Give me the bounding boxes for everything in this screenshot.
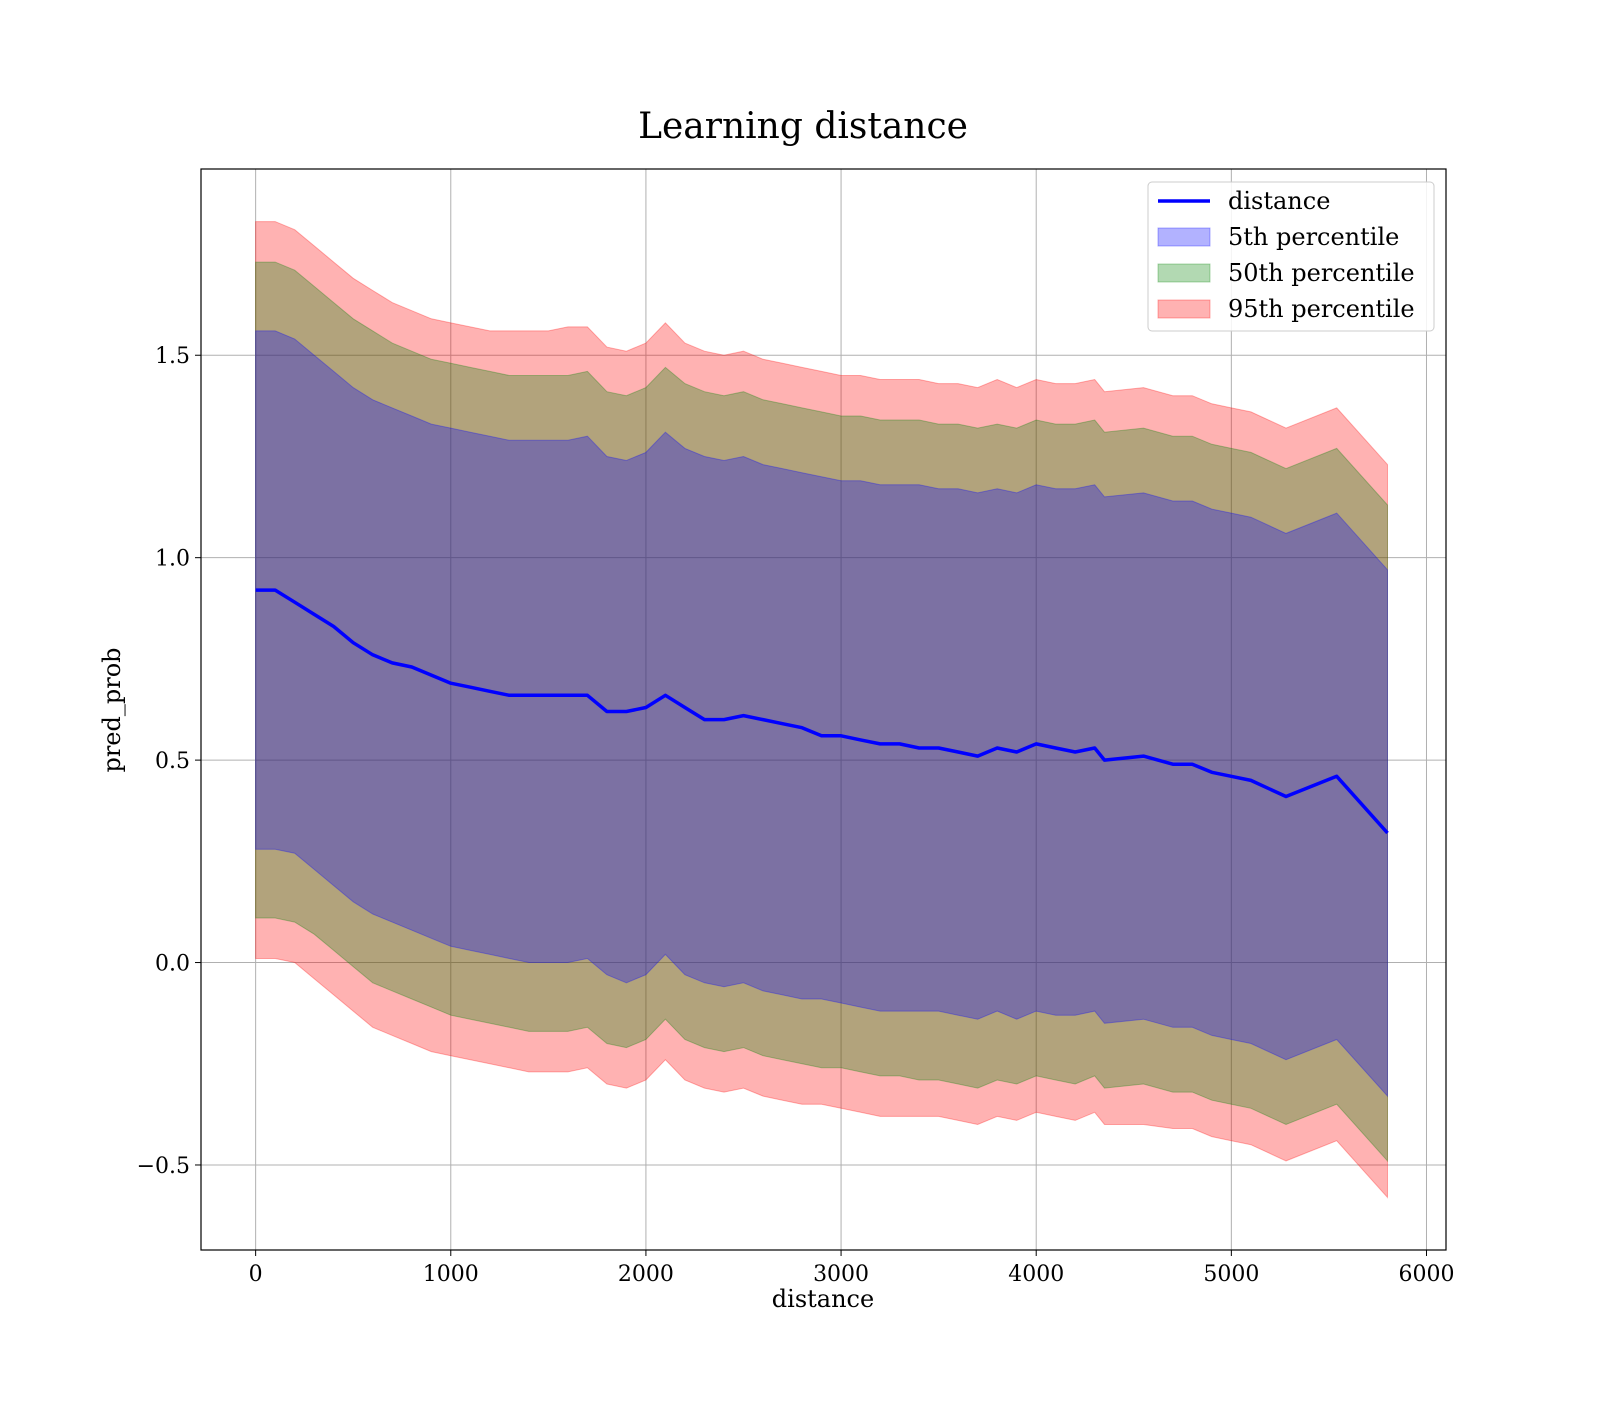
legend-swatch-50th-percentile (1157, 263, 1211, 283)
x-tick-label: 1000 (423, 1262, 479, 1287)
legend-frame (1147, 181, 1435, 332)
x-tick-label: 6000 (1398, 1262, 1454, 1287)
y-tick-label: 1.5 (155, 344, 190, 369)
legend-label-distance: distance (1228, 187, 1330, 215)
tick-layer: 0 1000 2000 3000 4000 5000 6000 −0.5 0.0 0.5 1.0 1.… (137, 344, 1455, 1287)
line-distance (255, 588, 1389, 835)
legend-label-95th-percentile: 95th percentile (1228, 295, 1415, 323)
band-95th-percentile (255, 221, 1388, 1199)
band-50th-percentile (255, 261, 1388, 1163)
y-tick-label: 0.0 (155, 952, 190, 977)
x-tick-label: 5000 (1203, 1262, 1259, 1287)
y-tick-label: 0.5 (155, 749, 190, 774)
legend-label-50th-percentile: 50th percentile (1228, 259, 1415, 287)
x-tick-label: 2000 (618, 1262, 674, 1287)
band-layer (255, 221, 1388, 1199)
legend-swatch-5th-percentile (1157, 227, 1211, 247)
x-tick-label: 3000 (813, 1262, 869, 1287)
grid-layer (201, 169, 1446, 1250)
y-tick-label: 1.0 (155, 547, 190, 572)
legend-label-5th-percentile: 5th percentile (1228, 223, 1399, 251)
plot-frame (200, 168, 1447, 1251)
x-tick-label: 4000 (1008, 1262, 1064, 1287)
line-layer (255, 588, 1389, 835)
x-tick-label: 0 (249, 1262, 263, 1287)
y-tick-label: −0.5 (137, 1154, 190, 1179)
legend: distance 5th percentile 50th percentile … (1147, 181, 1435, 332)
x-axis-label: distance (772, 1285, 874, 1313)
y-axis-label: pred_prob (98, 647, 126, 772)
chart-title: Learning distance (638, 106, 968, 147)
band-5th-percentile (255, 330, 1388, 1098)
legend-swatch-95th-percentile (1157, 299, 1211, 319)
